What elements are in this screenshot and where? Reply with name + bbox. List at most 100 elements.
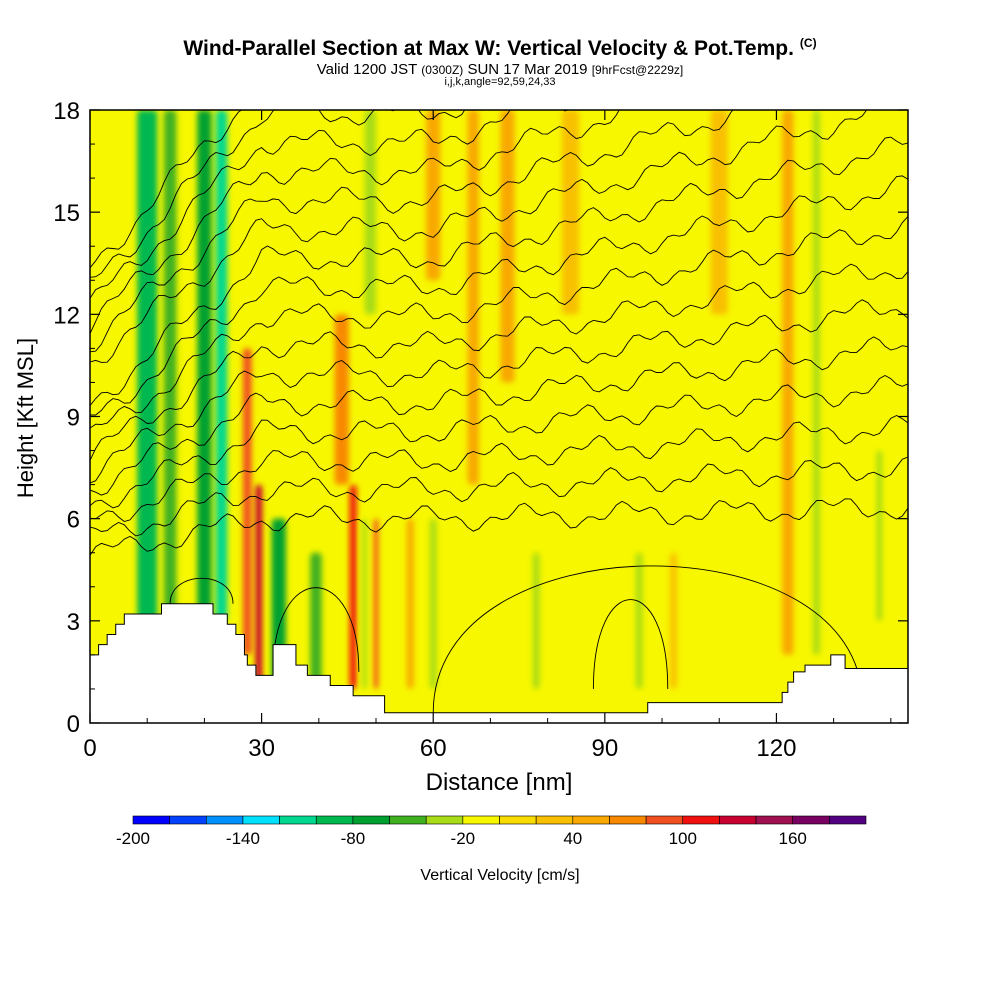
velocity-cell xyxy=(710,110,728,315)
forecast-info: [9hrFcst@2229z] xyxy=(591,63,684,77)
colorbar-swatch xyxy=(279,815,317,825)
velocity-cell xyxy=(876,450,883,621)
velocity-cell xyxy=(532,552,540,689)
x-axis-label: Distance [nm] xyxy=(426,769,573,796)
grid-indices: i,j,k,angle=92,59,24,33 xyxy=(444,76,556,88)
chart-title-text: Wind-Parallel Section at Max W: Vertical… xyxy=(183,37,794,60)
y-tick-label: 18 xyxy=(53,98,80,125)
isentrope-line xyxy=(90,299,908,484)
velocity-cell xyxy=(364,110,377,315)
colorbar-swatch xyxy=(462,815,500,825)
y-tick-label: 6 xyxy=(67,507,80,534)
x-tick-label: 30 xyxy=(248,735,275,762)
colorbar: -200 -140 -80 -20 40 100 160 xyxy=(116,815,867,848)
valid-time-line: Valid 1200 JST (0300Z) SUN 17 Mar 2019 [… xyxy=(0,61,1000,78)
colorbar-swatch xyxy=(132,815,170,825)
valid-date: SUN 17 Mar 2019 xyxy=(467,61,588,78)
colorbar-swatch xyxy=(535,815,574,825)
potential-temperature-contours xyxy=(90,110,908,713)
y-tick-label: 12 xyxy=(53,302,80,329)
velocity-cell xyxy=(362,518,367,689)
velocity-cell xyxy=(406,518,414,689)
valid-utc: (0300Z) xyxy=(421,63,464,77)
isentrope-line xyxy=(90,175,908,416)
colorbar-tick-label: -200 xyxy=(116,829,150,848)
isentrope-line xyxy=(90,110,570,299)
colorbar-tick-label: -140 xyxy=(226,829,260,848)
colorbar-swatch xyxy=(792,815,830,825)
velocity-cell xyxy=(255,484,263,689)
colorbar-swatch xyxy=(645,815,684,825)
isentrope-line xyxy=(90,216,908,429)
colorbar-tick-label: -20 xyxy=(451,829,476,848)
colorbar-swatch xyxy=(352,815,390,825)
isentrope-line xyxy=(90,414,908,522)
colorbar-swatch xyxy=(829,815,867,825)
copyright-mark: (C) xyxy=(799,36,817,50)
colorbar-tick-label: 160 xyxy=(779,829,807,848)
velocity-cell xyxy=(373,518,379,689)
isentrope-line xyxy=(90,110,868,363)
colorbar-swatch xyxy=(755,815,793,825)
velocity-cell xyxy=(813,110,820,655)
vertical-velocity-field xyxy=(137,110,883,689)
isentrope-line xyxy=(90,110,734,353)
isentrope-loop xyxy=(592,599,669,689)
chart-title: Wind-Parallel Section at Max W: Vertical… xyxy=(0,36,1000,61)
isentrope-line xyxy=(90,456,908,537)
isentrope-line xyxy=(90,110,243,269)
velocity-cell xyxy=(467,110,479,485)
colorbar-swatch xyxy=(719,815,757,825)
colorbar-swatch xyxy=(242,815,280,825)
y-tick-label: 0 xyxy=(67,711,80,738)
colorbar-swatch xyxy=(425,815,464,825)
colorbar-label: Vertical Velocity [cm/s] xyxy=(420,867,579,884)
axes: 0 30 60 90 120 0 3 6 9 12 15 18 xyxy=(53,98,908,762)
colorbar-swatch xyxy=(499,815,537,825)
x-tick-label: 90 xyxy=(591,735,618,762)
isentrope-loop xyxy=(432,565,863,713)
velocity-cell xyxy=(197,110,212,621)
terrain-profile xyxy=(90,603,908,723)
colorbar-tick-label: -80 xyxy=(341,829,366,848)
x-tick-label: 60 xyxy=(420,735,447,762)
colorbar-swatch xyxy=(682,815,720,825)
x-tick-label: 120 xyxy=(756,735,796,762)
y-tick-label: 9 xyxy=(67,405,80,432)
velocity-cell xyxy=(215,110,228,621)
isentrope-line xyxy=(90,136,908,406)
colorbar-swatch xyxy=(315,815,354,825)
isentrope-loop xyxy=(169,577,234,604)
isentrope-line xyxy=(90,498,908,556)
isentrope-line xyxy=(90,336,908,496)
velocity-cell xyxy=(137,110,158,689)
isentrope-line xyxy=(90,110,620,334)
colorbar-swatch xyxy=(389,815,427,825)
valid-prefix: Valid 1200 JST xyxy=(316,61,418,78)
plot-area xyxy=(90,110,908,723)
velocity-cell xyxy=(349,484,357,689)
isentrope-line xyxy=(90,263,908,461)
velocity-cell xyxy=(243,348,252,655)
y-tick-label: 3 xyxy=(67,609,80,636)
y-tick-label: 15 xyxy=(53,200,80,227)
colorbar-swatch xyxy=(572,815,610,825)
isentrope-line xyxy=(90,374,908,509)
y-axis-label: Height [Kft MSL] xyxy=(13,338,38,498)
colorbar-tick-label: 100 xyxy=(669,829,697,848)
colorbar-tick-label: 40 xyxy=(563,829,582,848)
velocity-cell xyxy=(163,110,177,655)
velocity-cell xyxy=(561,110,580,315)
isentrope-loop xyxy=(272,587,360,672)
velocity-cell xyxy=(310,552,322,689)
velocity-cell xyxy=(500,110,515,383)
isentrope-line xyxy=(90,110,466,278)
colorbar-swatch xyxy=(206,815,244,825)
velocity-cell xyxy=(429,518,437,689)
colorbar-swatch xyxy=(169,815,207,825)
x-tick-label: 0 xyxy=(83,735,96,762)
colorbar-swatch xyxy=(609,815,647,825)
velocity-cell xyxy=(635,552,643,689)
velocity-cell xyxy=(782,110,794,655)
